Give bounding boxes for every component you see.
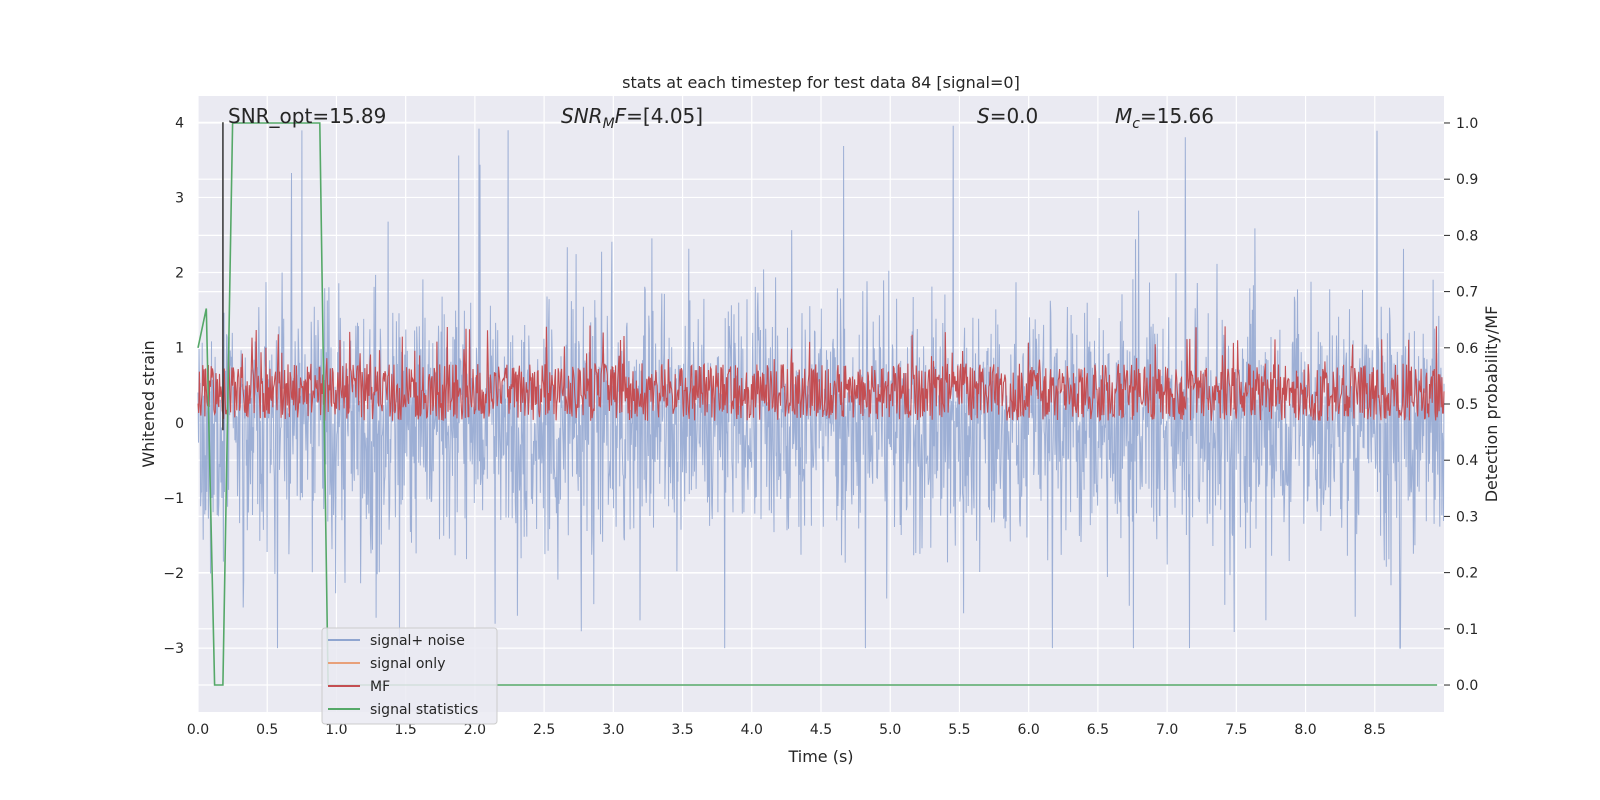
- x-tick-label: 0.5: [256, 722, 278, 738]
- x-tick-label: 2.5: [533, 722, 555, 738]
- signal-noise-line: [197, 125, 1445, 649]
- y-tick-label: 3: [175, 190, 184, 206]
- chart-title: stats at each timestep for test data 84 …: [622, 73, 1020, 92]
- x-tick-label: 4.0: [741, 722, 763, 738]
- y-axis-label: Whitened strain: [139, 340, 158, 467]
- x-tick-label: 5.0: [879, 722, 901, 738]
- y-tick-label: −1: [163, 491, 184, 507]
- y2-tick-label: 0.2: [1456, 566, 1478, 582]
- y2-tick-label: 0.1: [1456, 622, 1478, 638]
- y2-tick-label: 0.3: [1456, 509, 1478, 525]
- y-tick-label: 1: [175, 341, 184, 357]
- y2-tick-label: 0.9: [1456, 172, 1478, 188]
- y2-tick-labels: 1.0 0.9 0.8 0.7 0.6 0.5 0.4 0.3 0.2 0.1 0.0: [1444, 116, 1478, 694]
- legend-label-signal-noise: signal+ noise: [370, 633, 465, 649]
- series-mf: [197, 325, 1445, 422]
- y-tick-label: 0: [175, 416, 184, 432]
- x-axis-label: Time (s): [787, 747, 853, 766]
- signal-statistics-line: [197, 122, 1438, 686]
- y2-tick-label: 0.8: [1456, 228, 1478, 244]
- annotation-mc: Mc=15.66: [1115, 104, 1214, 132]
- legend-label-signal-only: signal only: [370, 656, 445, 672]
- mf-line: [197, 325, 1445, 422]
- x-tick-label: 6.0: [1018, 722, 1040, 738]
- y-tick-label: 4: [175, 115, 184, 131]
- y2-tick-label: 1.0: [1456, 116, 1478, 132]
- x-tick-label: 2.0: [464, 722, 486, 738]
- x-tick-label: 7.5: [1225, 722, 1247, 738]
- y2-tick-label: 0.5: [1456, 397, 1478, 413]
- y2-axis-label: Detection probability/MF: [1482, 306, 1501, 503]
- x-tick-label: 0.0: [187, 722, 209, 738]
- y-tick-label: −3: [163, 641, 184, 657]
- y-tick-labels: 4 3 2 1 0 −1 −2 −3: [163, 115, 184, 657]
- annotation-snr-opt: SNR_opt=15.89: [228, 104, 386, 128]
- x-tick-label: 1.0: [325, 722, 347, 738]
- x-tick-label: 3.5: [671, 722, 693, 738]
- x-tick-label: 4.5: [810, 722, 832, 738]
- annotation-snr-mf: SNRMF=[4.05]: [561, 104, 703, 132]
- legend: signal+ noise signal only MF signal stat…: [321, 627, 498, 725]
- y2-tick-label: 0.6: [1456, 341, 1478, 357]
- legend-label-signal-statistics: signal statistics: [370, 702, 478, 718]
- x-tick-label: 3.0: [602, 722, 624, 738]
- y-tick-label: −2: [163, 566, 184, 582]
- y2-tick-label: 0.4: [1456, 453, 1478, 469]
- legend-label-mf: MF: [370, 679, 390, 695]
- x-tick-label: 5.5: [948, 722, 970, 738]
- x-tick-label: 8.5: [1364, 722, 1386, 738]
- series-signal-noise: [197, 125, 1445, 649]
- x-tick-label: 6.5: [1087, 722, 1109, 738]
- y2-tick-label: 0.7: [1456, 285, 1478, 301]
- x-tick-label: 8.0: [1294, 722, 1316, 738]
- legend-box: [321, 627, 498, 725]
- y-tick-label: 2: [175, 266, 184, 282]
- x-tick-label: 7.0: [1156, 722, 1178, 738]
- series-signal-statistics: [197, 122, 1438, 686]
- x-tick-label: 1.5: [395, 722, 417, 738]
- x-tick-labels: 0.0 0.5 1.0 1.5 2.0 2.5 3.0 3.5 4.0 4.5 5.0 5.5 6.0 6…: [187, 722, 1386, 738]
- annotation-s: S=0.0: [977, 104, 1038, 128]
- y2-tick-label: 0.0: [1456, 678, 1478, 694]
